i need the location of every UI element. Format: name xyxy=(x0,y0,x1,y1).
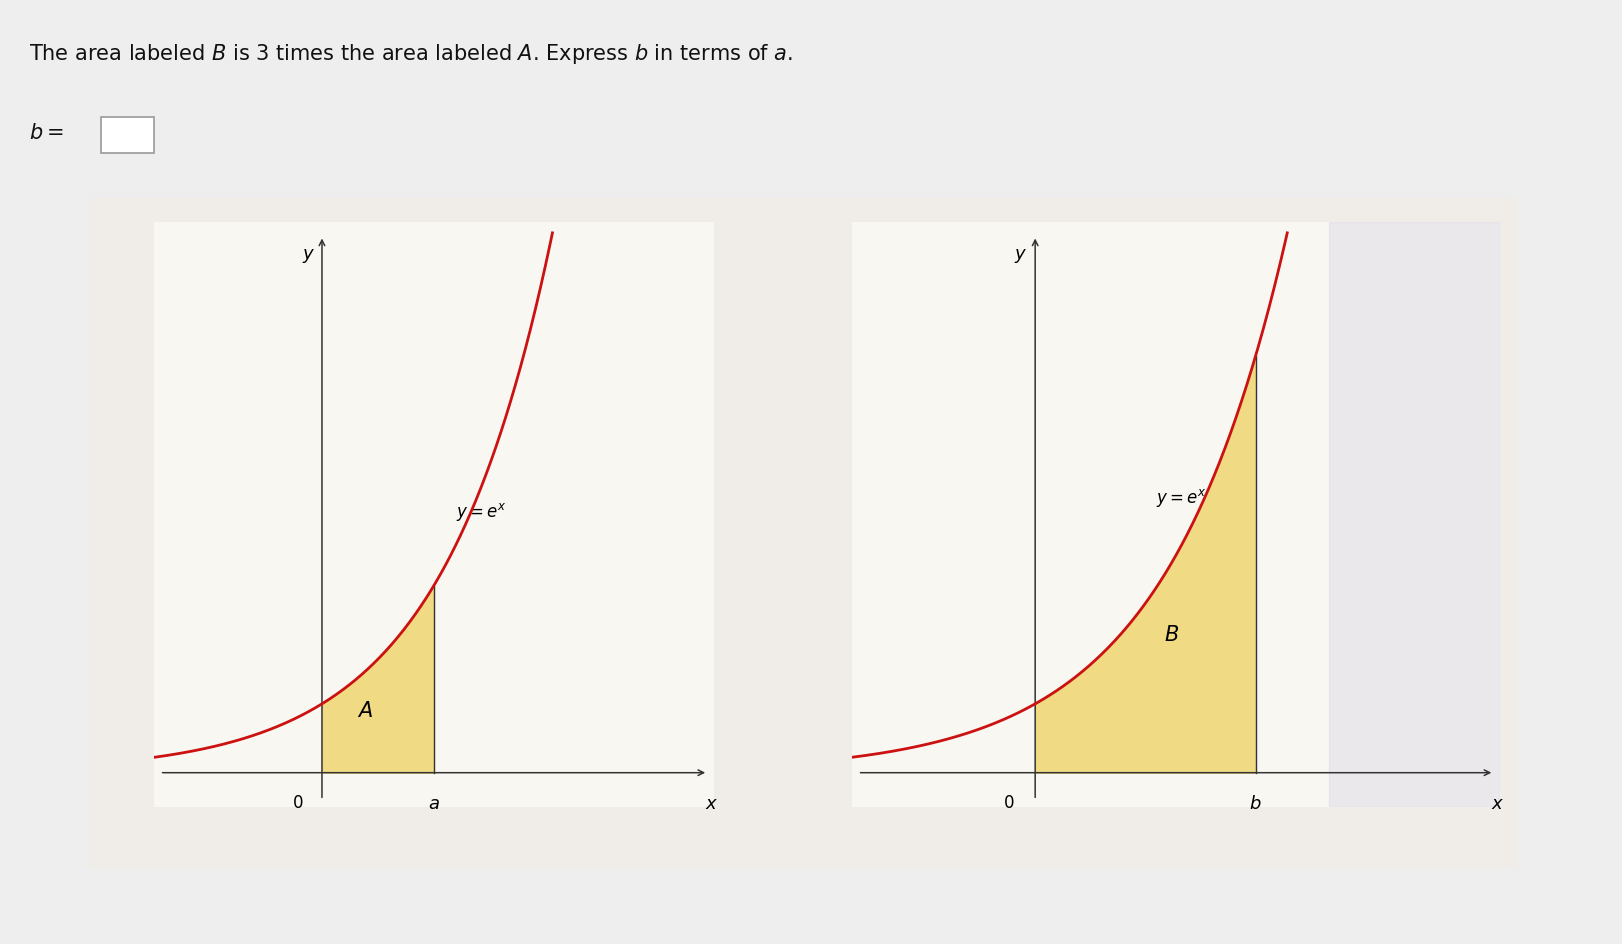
Text: $x$: $x$ xyxy=(1491,795,1505,813)
Text: $y$: $y$ xyxy=(1014,247,1027,265)
Text: $0$: $0$ xyxy=(1002,795,1014,812)
Text: $0$: $0$ xyxy=(292,795,303,812)
Bar xyxy=(89,198,1517,868)
Text: $B$: $B$ xyxy=(1165,625,1179,645)
Text: $b$: $b$ xyxy=(1249,795,1262,813)
Text: $y = e^x$: $y = e^x$ xyxy=(456,501,508,523)
Text: $b =$: $b =$ xyxy=(29,123,63,143)
Text: $x$: $x$ xyxy=(706,795,719,813)
Text: The area labeled $B$ is 3 times the area labeled $A$. Express $b$ in terms of $a: The area labeled $B$ is 3 times the area… xyxy=(29,42,793,66)
Text: $a$: $a$ xyxy=(428,795,440,813)
Text: $A$: $A$ xyxy=(357,700,373,720)
Bar xyxy=(101,117,154,153)
Bar xyxy=(1328,222,1500,807)
Text: $y$: $y$ xyxy=(302,247,315,265)
Text: $y = e^x$: $y = e^x$ xyxy=(1156,487,1207,509)
